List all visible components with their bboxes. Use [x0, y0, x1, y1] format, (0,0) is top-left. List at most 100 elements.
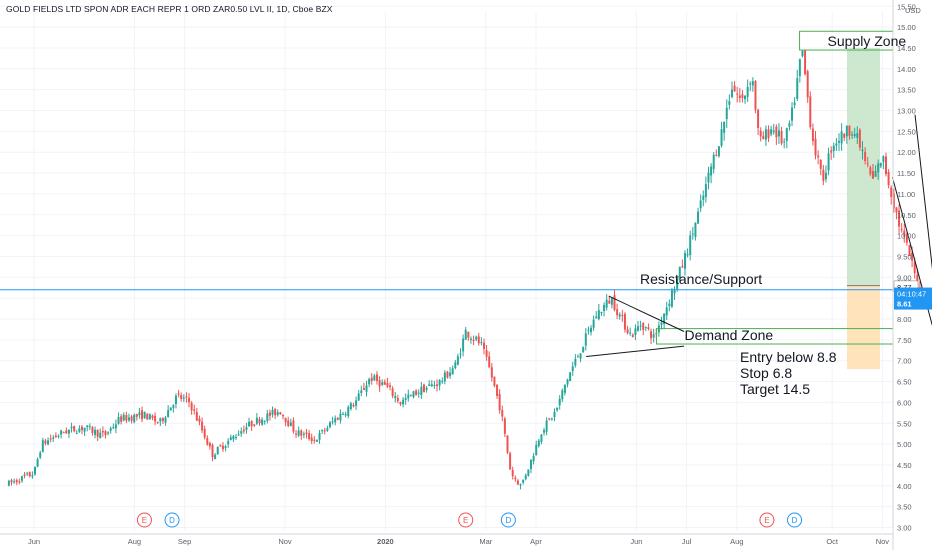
candle-body: [488, 356, 491, 368]
y-tick-label: 9.00: [897, 273, 912, 282]
candle-body: [556, 407, 559, 411]
candle-body: [328, 422, 331, 428]
candle-body: [13, 481, 16, 483]
candle-body: [571, 366, 574, 372]
candle-body: [271, 410, 274, 415]
candle-body: [266, 413, 269, 421]
candle-body: [751, 81, 754, 86]
candle-body: [232, 436, 235, 440]
dividend-marker-label: D: [169, 516, 175, 525]
candle-body: [856, 133, 859, 138]
trend-line[interactable]: [586, 345, 685, 358]
candle-body: [185, 396, 188, 398]
candle-body: [428, 384, 431, 386]
candle-body: [26, 473, 29, 475]
candle-body: [498, 393, 501, 411]
candle-body: [725, 107, 728, 120]
candle-body: [853, 133, 856, 137]
dividend-marker[interactable]: [500, 512, 516, 528]
dividend-marker[interactable]: [787, 512, 803, 528]
candle-body: [99, 432, 102, 439]
trend-line[interactable]: [608, 295, 685, 332]
candle-body: [744, 95, 747, 100]
candle-body: [164, 417, 167, 423]
candle-body: [318, 432, 321, 440]
candle-body: [503, 418, 506, 434]
candle-body: [475, 336, 478, 340]
y-tick-label: 14.00: [897, 65, 916, 74]
candle-body: [438, 380, 441, 386]
candle-body: [141, 410, 144, 420]
earnings-marker[interactable]: [759, 512, 775, 528]
candle-body: [295, 433, 298, 435]
y-tick-label: 3.50: [897, 503, 912, 512]
candle-body: [767, 129, 770, 139]
candle-body: [848, 125, 851, 136]
candle-body: [514, 477, 517, 480]
candle-body: [36, 459, 39, 467]
candle-body: [342, 413, 345, 415]
earnings-marker[interactable]: [458, 512, 474, 528]
candle-body: [268, 412, 271, 416]
candle-body: [284, 417, 287, 423]
candle-body: [344, 414, 347, 416]
candle-body: [866, 163, 869, 165]
candle-body: [911, 252, 914, 261]
candle-body: [715, 155, 718, 157]
candle-body: [882, 156, 885, 162]
candle-body: [723, 121, 726, 133]
x-tick-label: Aug: [730, 537, 743, 546]
candle-body: [509, 453, 512, 470]
earnings-marker[interactable]: [136, 512, 152, 528]
candle-body: [289, 422, 292, 427]
candle-body: [94, 429, 97, 435]
candle-body: [623, 313, 626, 330]
candle-body: [477, 336, 480, 344]
candle-body: [707, 172, 710, 183]
candle-body: [67, 429, 70, 434]
trend-line[interactable]: [914, 114, 932, 315]
candle-body: [120, 416, 123, 422]
candle-body: [631, 334, 634, 338]
dividend-marker[interactable]: [164, 512, 180, 528]
candle-body: [678, 267, 681, 281]
candle-body: [543, 430, 546, 433]
candle-body: [258, 419, 261, 424]
candle-body: [425, 387, 428, 390]
candle-body: [352, 404, 355, 407]
y-tick-label: 7.00: [897, 357, 912, 366]
y-tick-label: 4.00: [897, 482, 912, 491]
candle-body: [840, 131, 843, 144]
candle-body: [874, 171, 877, 177]
candle-body: [146, 413, 149, 420]
candle-body: [117, 416, 120, 424]
y-tick-label: 13.50: [897, 86, 916, 95]
candle-body: [558, 398, 561, 406]
candle-body: [174, 395, 177, 405]
candle-body: [704, 184, 707, 198]
candle-body: [903, 230, 906, 237]
candle-body: [587, 329, 590, 331]
candle-body: [127, 417, 130, 421]
candle-body: [603, 304, 606, 311]
candle-body: [777, 130, 780, 137]
candle-body: [754, 81, 757, 110]
candle-body: [496, 384, 499, 396]
candle-body: [315, 440, 318, 442]
candle-body: [890, 187, 893, 197]
candle-body: [864, 151, 867, 162]
candle-body: [219, 445, 222, 447]
candle-body: [456, 356, 459, 365]
candle-body: [433, 384, 436, 386]
candle-body: [660, 322, 663, 325]
candle-body: [634, 328, 637, 335]
candle-body: [250, 420, 253, 427]
candle-body: [229, 437, 232, 441]
y-tick-label: 15.50: [897, 2, 916, 11]
candle-body: [370, 377, 373, 381]
candle-body: [357, 393, 360, 401]
candle-body: [783, 141, 786, 143]
candle-body: [469, 338, 472, 340]
